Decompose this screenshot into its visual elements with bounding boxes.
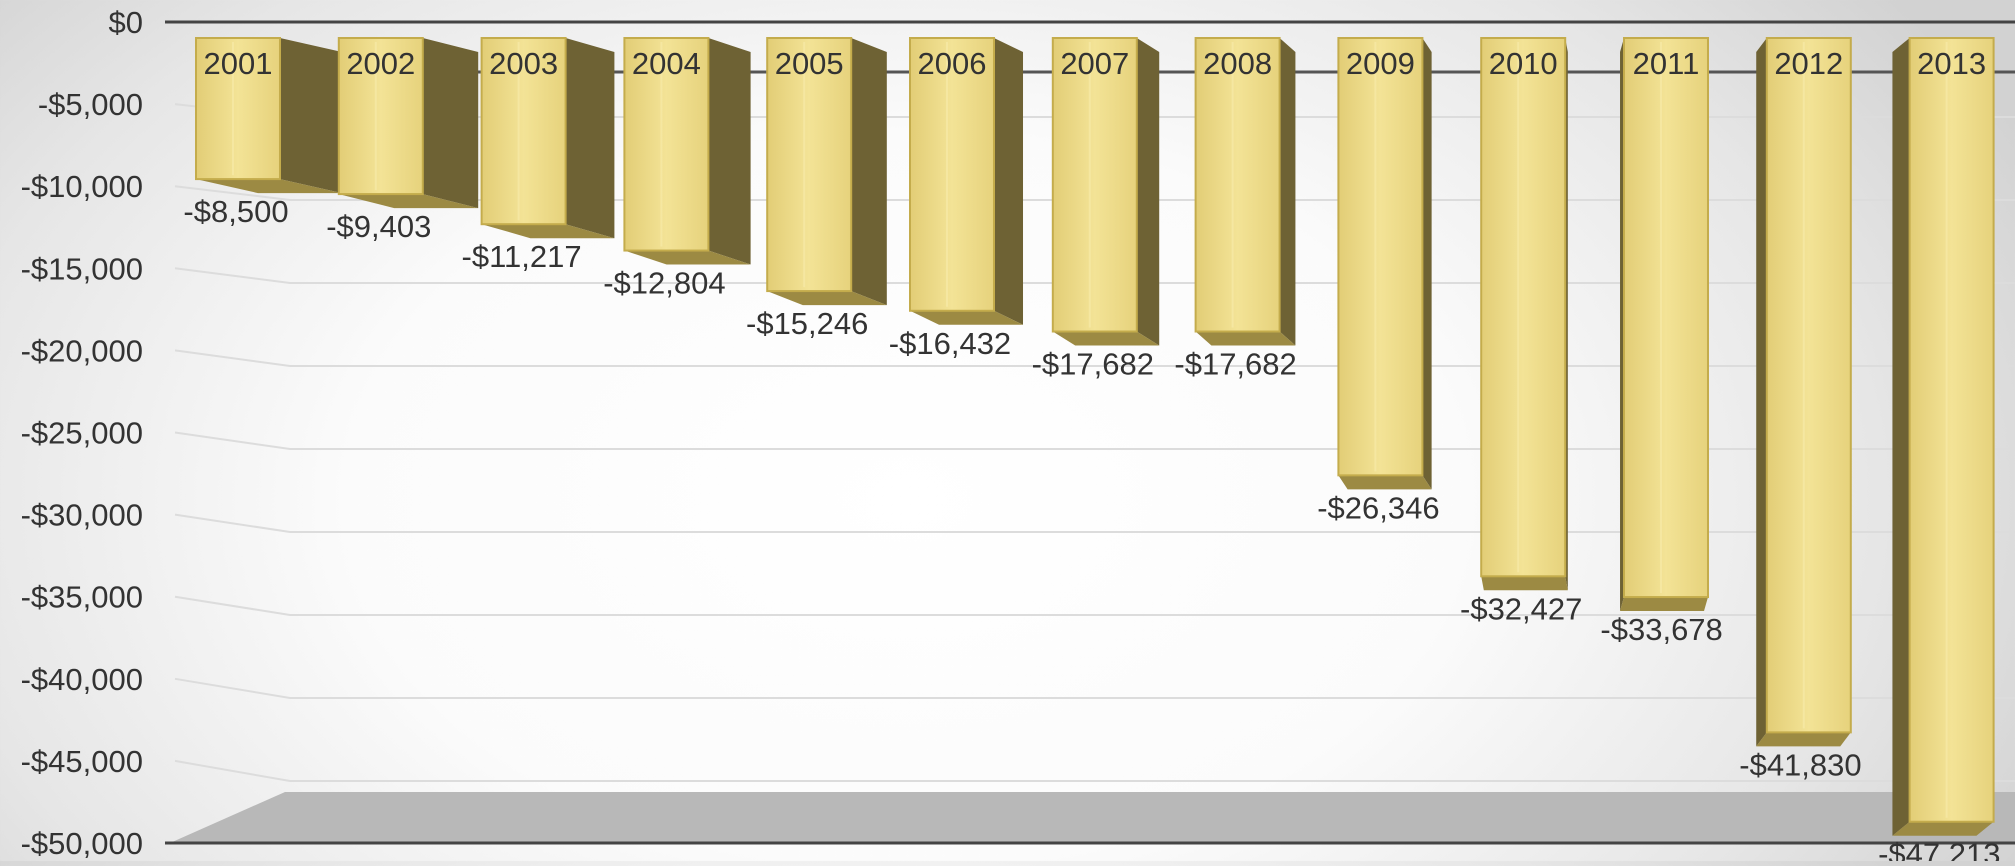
gridline xyxy=(175,597,2015,615)
data-label: -$32,427 xyxy=(1460,591,1582,626)
x-category-label: 2013 xyxy=(1917,46,1986,81)
bar-2006 xyxy=(910,38,1023,325)
x-category-label: 2007 xyxy=(1060,46,1129,81)
gridline xyxy=(175,433,2015,450)
data-label: -$9,403 xyxy=(326,209,431,244)
y-tick-label: -$45,000 xyxy=(21,744,143,779)
bar-front-face xyxy=(1910,38,1994,822)
gridline xyxy=(175,679,2015,698)
data-label: -$47,213 xyxy=(1878,837,2000,861)
bar-side-face xyxy=(851,38,887,305)
y-tick-label: -$20,000 xyxy=(21,333,143,368)
x-category-label: 2012 xyxy=(1774,46,1843,81)
x-category-label: 2002 xyxy=(346,46,415,81)
y-tick-label: -$50,000 xyxy=(21,826,143,861)
bar-side-face xyxy=(994,38,1023,325)
x-category-label: 2001 xyxy=(204,46,273,81)
bar-bottom-face xyxy=(1756,732,1851,746)
y-tick-label: -$35,000 xyxy=(21,580,143,615)
y-tick-label: -$25,000 xyxy=(21,416,143,451)
bar-2013 xyxy=(1892,38,1993,836)
bar-2008 xyxy=(1196,38,1296,346)
bar-side-face xyxy=(1137,38,1159,346)
data-label: -$15,246 xyxy=(746,306,868,341)
data-label: -$41,830 xyxy=(1739,747,1861,782)
bar-side-face xyxy=(280,38,342,193)
data-label: -$11,217 xyxy=(462,239,582,274)
data-label: -$26,346 xyxy=(1317,490,1439,525)
bar-front-face xyxy=(1624,38,1708,597)
bar-side-face xyxy=(708,38,750,265)
x-category-label: 2004 xyxy=(632,46,701,81)
data-label: -$16,432 xyxy=(889,326,1011,361)
bar-front-face xyxy=(1767,38,1851,732)
x-category-label: 2009 xyxy=(1346,46,1415,81)
y-tick-label: -$40,000 xyxy=(21,662,143,697)
data-label: -$8,500 xyxy=(183,194,288,229)
x-category-label: 2008 xyxy=(1203,46,1272,81)
y-tick-label: -$30,000 xyxy=(21,498,143,533)
x-category-label: 2010 xyxy=(1489,46,1558,81)
bar-2012 xyxy=(1756,38,1851,746)
x-category-label: 2003 xyxy=(489,46,558,81)
bar-2007 xyxy=(1053,38,1159,346)
y-tick-label: $0 xyxy=(109,5,143,40)
y-tick-label: -$5,000 xyxy=(38,87,143,122)
bar-bottom-face xyxy=(1338,475,1431,489)
bar-bottom-face xyxy=(1481,576,1568,590)
chart-floor xyxy=(170,792,2015,843)
bar-front-face xyxy=(1196,38,1280,332)
bar-2011 xyxy=(1620,38,1708,611)
x-category-label: 2011 xyxy=(1633,46,1700,81)
bar-side-face xyxy=(1280,38,1296,346)
bar-bottom-face xyxy=(1620,597,1708,611)
bar-bottom-face xyxy=(1892,822,1993,836)
data-label: -$12,804 xyxy=(603,266,725,301)
gridline xyxy=(175,515,2015,532)
bar-side-face xyxy=(1756,38,1767,746)
y-tick-label: -$15,000 xyxy=(21,251,143,286)
bar-bottom-face xyxy=(1196,332,1296,346)
data-label: -$33,678 xyxy=(1600,612,1722,647)
x-category-label: 2005 xyxy=(775,46,844,81)
data-label: -$17,682 xyxy=(1174,347,1296,382)
bar-front-face xyxy=(1338,38,1422,475)
bar-side-face xyxy=(1422,38,1431,489)
bar-front-face xyxy=(1481,38,1565,576)
bar-front-face xyxy=(1053,38,1137,332)
bar-side-face xyxy=(423,38,478,208)
bar-side-face xyxy=(566,38,615,238)
y-tick-label: -$10,000 xyxy=(21,169,143,204)
x-category-label: 2006 xyxy=(918,46,987,81)
bar-side-face xyxy=(1892,38,1909,836)
data-label: -$17,682 xyxy=(1032,347,1154,382)
bar-2010 xyxy=(1481,38,1568,590)
bar-2009 xyxy=(1338,38,1431,489)
